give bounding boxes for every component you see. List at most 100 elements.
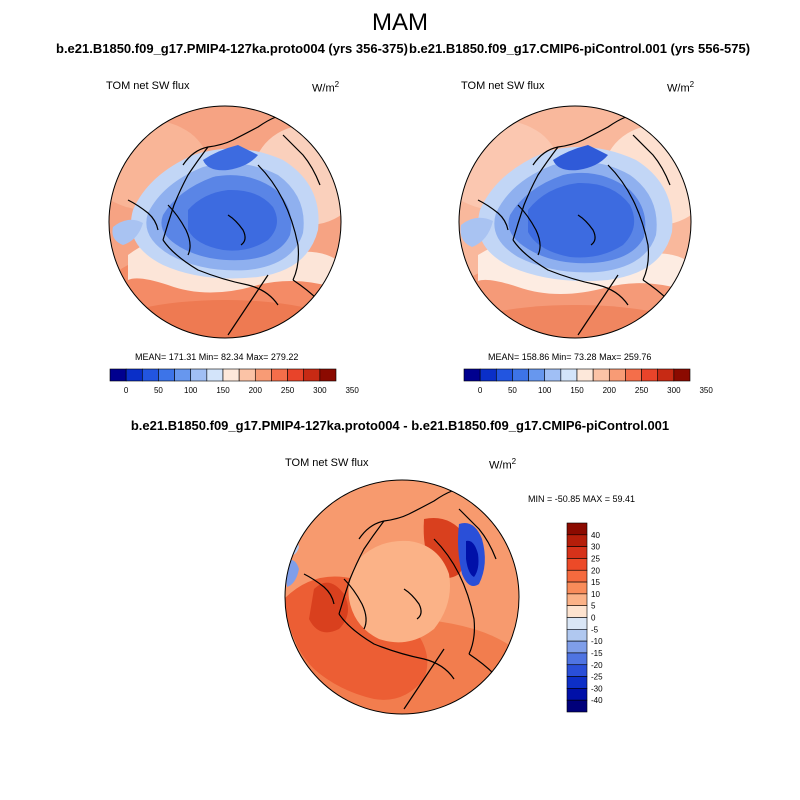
right-colorbar-tick-label: 150 <box>570 386 584 395</box>
right-colorbar-tick-label: 100 <box>538 386 552 395</box>
difference-colorbar-tick-label: -10 <box>591 637 603 646</box>
right-colorbar-tick-label: 50 <box>508 386 517 395</box>
right-colorbar-swatch <box>512 368 529 382</box>
left-colorbar-tick-label: 350 <box>345 386 359 395</box>
left-colorbar-tick-label: 200 <box>249 386 263 395</box>
difference-colorbar-swatch <box>566 699 588 713</box>
right-colorbar-swatch <box>641 368 659 382</box>
difference-colorbar-tick-label: -30 <box>591 684 603 693</box>
right-panel-subtitle: b.e21.B1850.f09_g17.CMIP6-piControl.001 … <box>409 41 751 56</box>
left-colorbar-tick-label: 250 <box>281 386 295 395</box>
right-colorbar-tick-label: 350 <box>699 386 713 395</box>
left-colorbar-swatch <box>190 368 208 382</box>
right-map-south-field <box>459 305 691 338</box>
difference-colorbar-tick-label: -40 <box>591 696 603 705</box>
left-colorbar-tick-label: 0 <box>124 386 129 395</box>
left-colorbar-swatch <box>271 368 288 382</box>
left-colorbar-swatch <box>125 368 143 382</box>
difference-colorbar-swatch <box>566 664 588 677</box>
difference-colorbar-tick-label: 10 <box>591 590 600 599</box>
right-colorbar-swatch <box>528 368 546 382</box>
left-map-border <box>108 105 342 339</box>
difference-colorbar-swatch <box>566 569 588 583</box>
left-colorbar-swatch <box>303 368 321 382</box>
difference-stats-text: MIN = -50.85 MAX = 59.41 <box>528 494 636 504</box>
difference-colorbar-swatch <box>566 581 588 595</box>
difference-units-base: W/m <box>489 459 512 472</box>
difference-subtitle: b.e21.B1850.f09_g17.PMIP4-127ka.proto004… <box>130 418 670 433</box>
difference-colorbar-tick-label: 15 <box>591 578 600 587</box>
difference-colorbar-swatch <box>566 593 588 606</box>
right-colorbar-swatch <box>495 368 513 382</box>
left-map-south-field <box>109 300 341 338</box>
right-colorbar-swatch <box>544 368 562 382</box>
difference-colorbar-swatch <box>566 546 588 559</box>
diff-map-polar-core <box>348 540 450 643</box>
figure-title: MAM <box>372 9 428 36</box>
left-map-greenland-zone <box>203 145 258 171</box>
right-map-greenland-zone <box>553 145 608 171</box>
left-colorbar-swatch <box>206 368 224 382</box>
difference-colorbar-tick-label: -25 <box>591 673 603 682</box>
difference-colorbar-swatch <box>566 558 588 571</box>
difference-colorbar-swatch <box>566 640 588 654</box>
right-variable-label: TOM net SW flux <box>461 80 545 92</box>
right-map-west-patch <box>460 217 493 247</box>
right-colorbar-tick-label: 0 <box>478 386 483 395</box>
difference-colorbar-tick-label: 40 <box>591 531 600 540</box>
right-stats-text: MEAN= 158.86 Min= 73.28 Max= 259.76 <box>488 352 652 362</box>
left-panel-subtitle: b.e21.B1850.f09_g17.PMIP4-127ka.proto004… <box>56 41 408 56</box>
right-colorbar-swatch <box>592 368 610 382</box>
right-colorbar-tick-label: 250 <box>635 386 649 395</box>
left-colorbar-swatch <box>238 368 256 382</box>
difference-colorbar-tick-label: -15 <box>591 649 603 658</box>
right-colorbar-swatch <box>608 368 626 382</box>
left-colorbar-swatch <box>158 368 175 382</box>
difference-colorbar-tick-label: 20 <box>591 566 600 575</box>
difference-colorbar-swatch <box>566 534 588 547</box>
left-map-polar-core <box>188 189 277 251</box>
difference-colorbar-swatch <box>566 617 588 630</box>
right-colorbar-swatch <box>657 368 675 382</box>
right-polar-map <box>458 105 692 339</box>
right-colorbar-swatch <box>560 368 578 382</box>
difference-colorbar-tick-label: 5 <box>591 602 596 611</box>
right-colorbar-swatch <box>463 368 481 382</box>
left-colorbar-tick-label: 300 <box>313 386 327 395</box>
left-polar-map <box>108 105 342 339</box>
difference-colorbar-tick-label: -20 <box>591 661 603 670</box>
left-variable-label: TOM net SW flux <box>106 80 190 92</box>
left-units-exp: 2 <box>334 80 340 89</box>
right-map-polar-core <box>528 182 635 258</box>
left-colorbar-swatch <box>141 368 159 382</box>
difference-colorbar-swatch <box>566 688 588 701</box>
right-units-base: W/m <box>667 82 690 95</box>
difference-variable-label: TOM net SW flux <box>285 457 369 469</box>
difference-colorbar: 40 30 25 20 15 10 5 0 -5 -10 -15 -20 -25 -30 -40 <box>566 522 603 713</box>
left-colorbar-swatch <box>109 368 127 382</box>
diff-map-cold-anomaly-core <box>466 540 479 577</box>
right-colorbar-swatch <box>576 368 594 382</box>
right-colorbar-swatch <box>625 368 642 382</box>
difference-polar-map <box>284 479 520 715</box>
left-map-west-patch <box>112 219 143 245</box>
right-colorbar-swatch <box>673 368 691 382</box>
right-colorbar-tick-label: 200 <box>603 386 617 395</box>
left-colorbar-tick-label: 100 <box>184 386 198 395</box>
difference-map-coastlines <box>303 490 510 710</box>
difference-units-label: W/m2 <box>489 457 516 472</box>
right-colorbar: 0 50 100 150 200 250 300 350 <box>463 368 713 395</box>
left-colorbar-swatch <box>287 368 305 382</box>
difference-colorbar-swatch <box>566 676 588 689</box>
difference-colorbar-swatch <box>566 522 588 536</box>
difference-units-exp: 2 <box>511 457 517 466</box>
left-colorbar-swatch <box>319 368 337 382</box>
difference-colorbar-tick-label: 0 <box>591 614 596 623</box>
right-colorbar-tick-label: 300 <box>667 386 681 395</box>
left-stats-text: MEAN= 171.31 Min= 82.34 Max= 279.22 <box>135 352 299 362</box>
left-colorbar-swatch <box>222 368 240 382</box>
difference-colorbar-swatch <box>566 629 588 642</box>
difference-colorbar-tick-label: -5 <box>591 625 599 634</box>
left-colorbar-swatch <box>174 368 192 382</box>
difference-map-border <box>284 479 520 715</box>
